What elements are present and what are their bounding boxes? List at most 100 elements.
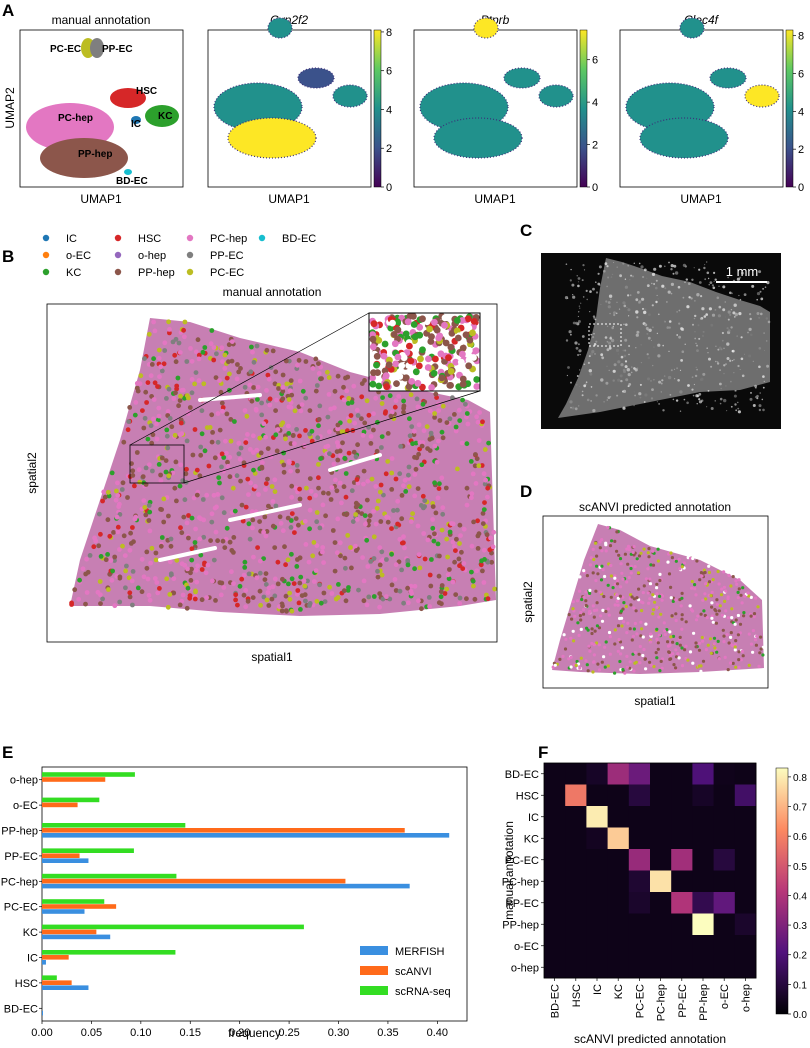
cell-point [161, 361, 167, 367]
cell-point [113, 497, 119, 503]
cell-point [359, 416, 364, 422]
cell-point [379, 434, 385, 439]
cell-point [419, 462, 425, 468]
cell-point [399, 493, 405, 498]
heatmap-cell [713, 806, 736, 828]
cell-point [192, 427, 198, 432]
cell-point [655, 605, 659, 610]
cell-point [698, 578, 702, 582]
cell-point [202, 345, 208, 350]
cluster-pp-ec [90, 38, 104, 58]
cluster-ic [131, 116, 141, 124]
micrograph-speck [577, 315, 580, 318]
cell-point [231, 550, 236, 555]
cell-point [172, 485, 178, 491]
cell-point [123, 585, 128, 591]
expression-region [504, 68, 540, 88]
micrograph-speck [704, 278, 707, 281]
cell-point [620, 616, 624, 620]
heatmap-cell [544, 956, 566, 979]
heatmap-cell [671, 913, 693, 936]
cell-point [316, 423, 321, 429]
cell-point [173, 459, 179, 465]
cell-point [156, 347, 162, 353]
cell-point [442, 591, 448, 596]
cell-point [415, 486, 421, 491]
x-tick-label: 0.15 [180, 1027, 201, 1039]
micrograph-speck [714, 309, 717, 311]
heatmap-cell [713, 913, 736, 936]
cell-point [166, 319, 172, 325]
micrograph-speck [714, 278, 717, 281]
cell-point [384, 514, 389, 520]
micrograph-speck [615, 348, 620, 352]
cell-point [140, 474, 146, 479]
cell-point [341, 384, 346, 390]
micrograph-speck [643, 323, 646, 326]
category-label: PP-EC [4, 851, 38, 863]
micrograph-speck [691, 388, 694, 391]
cell-point [599, 614, 603, 618]
micrograph-speck [652, 326, 654, 329]
cell-point [287, 388, 293, 394]
cell-point [680, 613, 684, 617]
cell-point [644, 577, 649, 581]
micrograph-speck [592, 315, 596, 318]
cell-point [695, 559, 699, 563]
cell-point [149, 362, 155, 367]
micrograph-speck [663, 375, 666, 377]
cell-point [167, 327, 172, 332]
cell-point [327, 451, 332, 457]
micrograph-speck [619, 274, 622, 278]
micrograph-speck [687, 384, 690, 387]
cell-point [211, 345, 217, 350]
cell-point [720, 587, 724, 591]
category-label: PP-hep [1, 826, 38, 838]
cell-point [256, 492, 261, 497]
cell-point [667, 552, 671, 556]
heatmap-cell [628, 827, 651, 850]
cell-point [178, 393, 183, 399]
heatmap-cell [544, 827, 566, 850]
cell-point [432, 531, 437, 537]
micrograph-speck [650, 397, 654, 400]
cell-point [722, 640, 726, 644]
cell-point [366, 518, 372, 524]
cell-point [215, 538, 221, 544]
micrograph-speck [727, 318, 730, 321]
cell-point [674, 598, 678, 602]
micrograph-speck [629, 279, 631, 281]
cell-point [579, 656, 583, 660]
cell-point [586, 628, 590, 632]
cell-point [157, 586, 162, 591]
micrograph-speck [756, 298, 758, 301]
cell-point [128, 541, 134, 546]
micrograph-speck [583, 363, 586, 366]
cell-point [221, 455, 227, 460]
cell-point [737, 658, 741, 662]
micrograph-speck [668, 350, 670, 352]
micrograph-speck [638, 392, 642, 396]
cell-point [296, 522, 301, 528]
micrograph-speck [754, 384, 757, 388]
cell-point [609, 563, 613, 568]
x-tick-label: 0.30 [328, 1027, 349, 1039]
cell-point [355, 502, 361, 508]
cell-point [206, 463, 212, 469]
row-label: PP-hep [502, 919, 539, 931]
cell-point [163, 469, 169, 475]
umap-ylabel: UMAP2 [3, 87, 17, 129]
cell-point [471, 583, 476, 589]
cell-point [146, 592, 152, 598]
micrograph-speck [600, 303, 602, 305]
bar-scrna-seq [42, 823, 186, 828]
cell-point [618, 594, 623, 598]
cell-point [457, 595, 463, 601]
micrograph-speck [676, 334, 679, 336]
cell-point [115, 524, 121, 530]
cell-point [286, 423, 291, 429]
row-label: HSC [516, 790, 539, 802]
cell-point [464, 414, 469, 420]
cell-point [288, 525, 294, 530]
cell-point [396, 394, 402, 399]
